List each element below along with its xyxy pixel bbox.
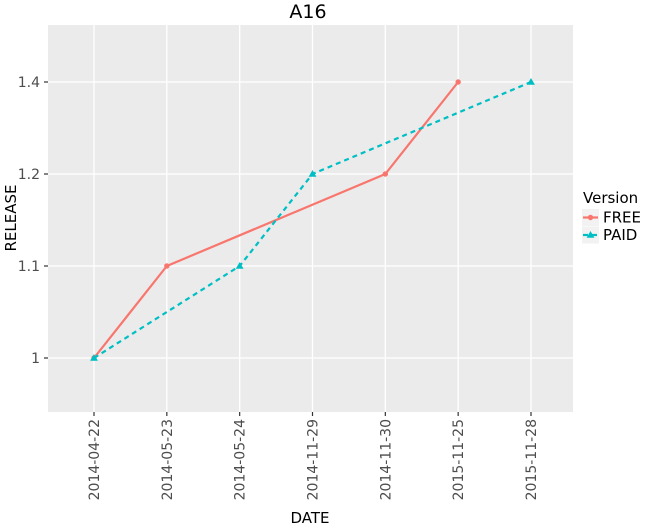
plot-title: A16 [289,1,326,23]
legend-item-label: PAID [603,226,637,244]
y-axis-title: RELEASE [2,185,20,252]
x-tick-label: 2015-11-28 [524,419,540,500]
data-point-marker-free [455,79,461,85]
y-tick-label: 1 [31,351,40,367]
legend-item-paid: PAID [582,226,637,244]
plot-panel [48,25,573,412]
data-point-marker-paid [90,354,98,361]
data-point-marker-paid [235,262,244,269]
legend-title: Version [583,189,638,207]
legend-item-free: FREE [582,209,641,227]
x-tick-label: 2014-11-29 [305,419,321,500]
data-point-marker-free [164,263,170,269]
data-point-marker-paid [527,78,535,85]
x-axis-tick-labels: 2014-04-22 2014-05-23 2014-05-24 2014-11-29… [87,419,540,500]
series-layer [90,78,535,361]
y-axis-tick-labels: 1 1.1 1.2 1.4 [18,75,40,367]
data-point-marker-free [382,171,389,177]
legend-key-marker [587,214,594,221]
x-tick-label: 2014-05-23 [160,419,176,500]
data-point-marker-paid [308,170,317,177]
legend-item-label: FREE [603,209,641,227]
x-tick-label: 2014-11-30 [378,419,394,500]
x-tick-label: 2014-04-22 [87,419,103,500]
axis-ticks [44,81,532,416]
series-paid [90,78,535,361]
series-line-paid [93,80,532,359]
x-tick-label: 2015-11-25 [451,419,467,500]
gridlines [48,25,573,412]
y-tick-label: 1.2 [18,167,40,183]
legend-key-marker [586,231,595,238]
x-tick-label: 2014-05-24 [233,419,249,500]
y-tick-label: 1.1 [18,259,40,275]
y-tick-label: 1.4 [18,75,40,91]
x-axis-title: DATE [290,509,329,527]
